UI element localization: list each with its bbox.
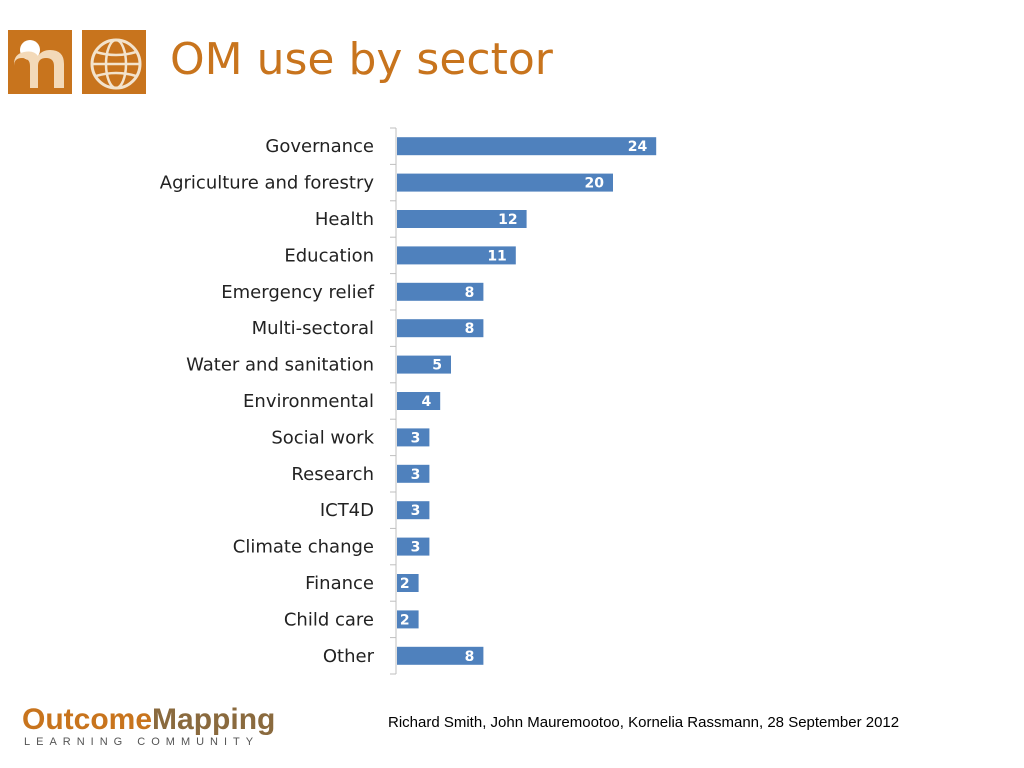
category-label: ICT4D <box>320 500 374 521</box>
category-label: Education <box>284 245 374 266</box>
bar-2 <box>397 210 527 228</box>
bar-7 <box>397 392 441 410</box>
bar-12 <box>397 574 419 592</box>
category-label: Research <box>291 464 374 485</box>
data-label: 2 <box>400 576 410 592</box>
data-label: 3 <box>411 430 421 446</box>
category-label: Other <box>323 646 375 667</box>
data-label: 4 <box>421 394 431 410</box>
bar-6 <box>397 355 451 374</box>
footer-brand: OutcomeMapping <box>22 703 275 737</box>
category-label: Water and sanitation <box>186 355 374 376</box>
data-label: 5 <box>432 358 442 374</box>
data-label: 24 <box>628 139 648 155</box>
category-label: Governance <box>265 136 374 157</box>
data-label: 3 <box>411 503 421 519</box>
bar-5 <box>397 319 484 338</box>
brand-subtitle: LEARNING COMMUNITY <box>24 736 260 748</box>
bar-9 <box>397 464 430 483</box>
category-label: Multi-sectoral <box>252 318 374 339</box>
bar-8 <box>397 428 430 447</box>
category-label: Health <box>315 209 374 230</box>
category-label: Emergency relief <box>221 282 374 303</box>
data-label: 20 <box>585 176 605 192</box>
brand-mapping: Mapping <box>152 703 276 736</box>
data-label: 8 <box>465 285 475 301</box>
credit-line: Richard Smith, John Mauremootoo, Korneli… <box>388 714 900 731</box>
bar-1 <box>397 173 613 192</box>
data-label: 3 <box>411 467 421 483</box>
page-title: OM use by sector <box>170 34 553 85</box>
data-label: 8 <box>465 649 475 665</box>
bar-10 <box>397 501 430 520</box>
category-label: Finance <box>305 573 374 594</box>
bar-13 <box>397 610 419 629</box>
category-label: Child care <box>284 609 374 630</box>
bar-4 <box>397 282 484 301</box>
data-label: 3 <box>411 540 421 556</box>
category-label: Agriculture and forestry <box>160 173 375 194</box>
data-label: 8 <box>465 321 475 337</box>
bar-14 <box>397 646 484 665</box>
data-label: 2 <box>400 612 410 628</box>
om-logo-icon <box>8 30 72 94</box>
bar-11 <box>397 537 430 556</box>
category-label: Environmental <box>243 391 374 412</box>
data-label: 11 <box>487 248 506 264</box>
category-label: Climate change <box>233 537 374 558</box>
brand-outcome: Outcome <box>22 703 153 736</box>
bar-3 <box>397 246 516 265</box>
category-label: Social work <box>271 427 374 448</box>
bar-0 <box>397 137 657 156</box>
data-label: 12 <box>498 212 517 228</box>
globe-logo-icon <box>82 30 146 94</box>
